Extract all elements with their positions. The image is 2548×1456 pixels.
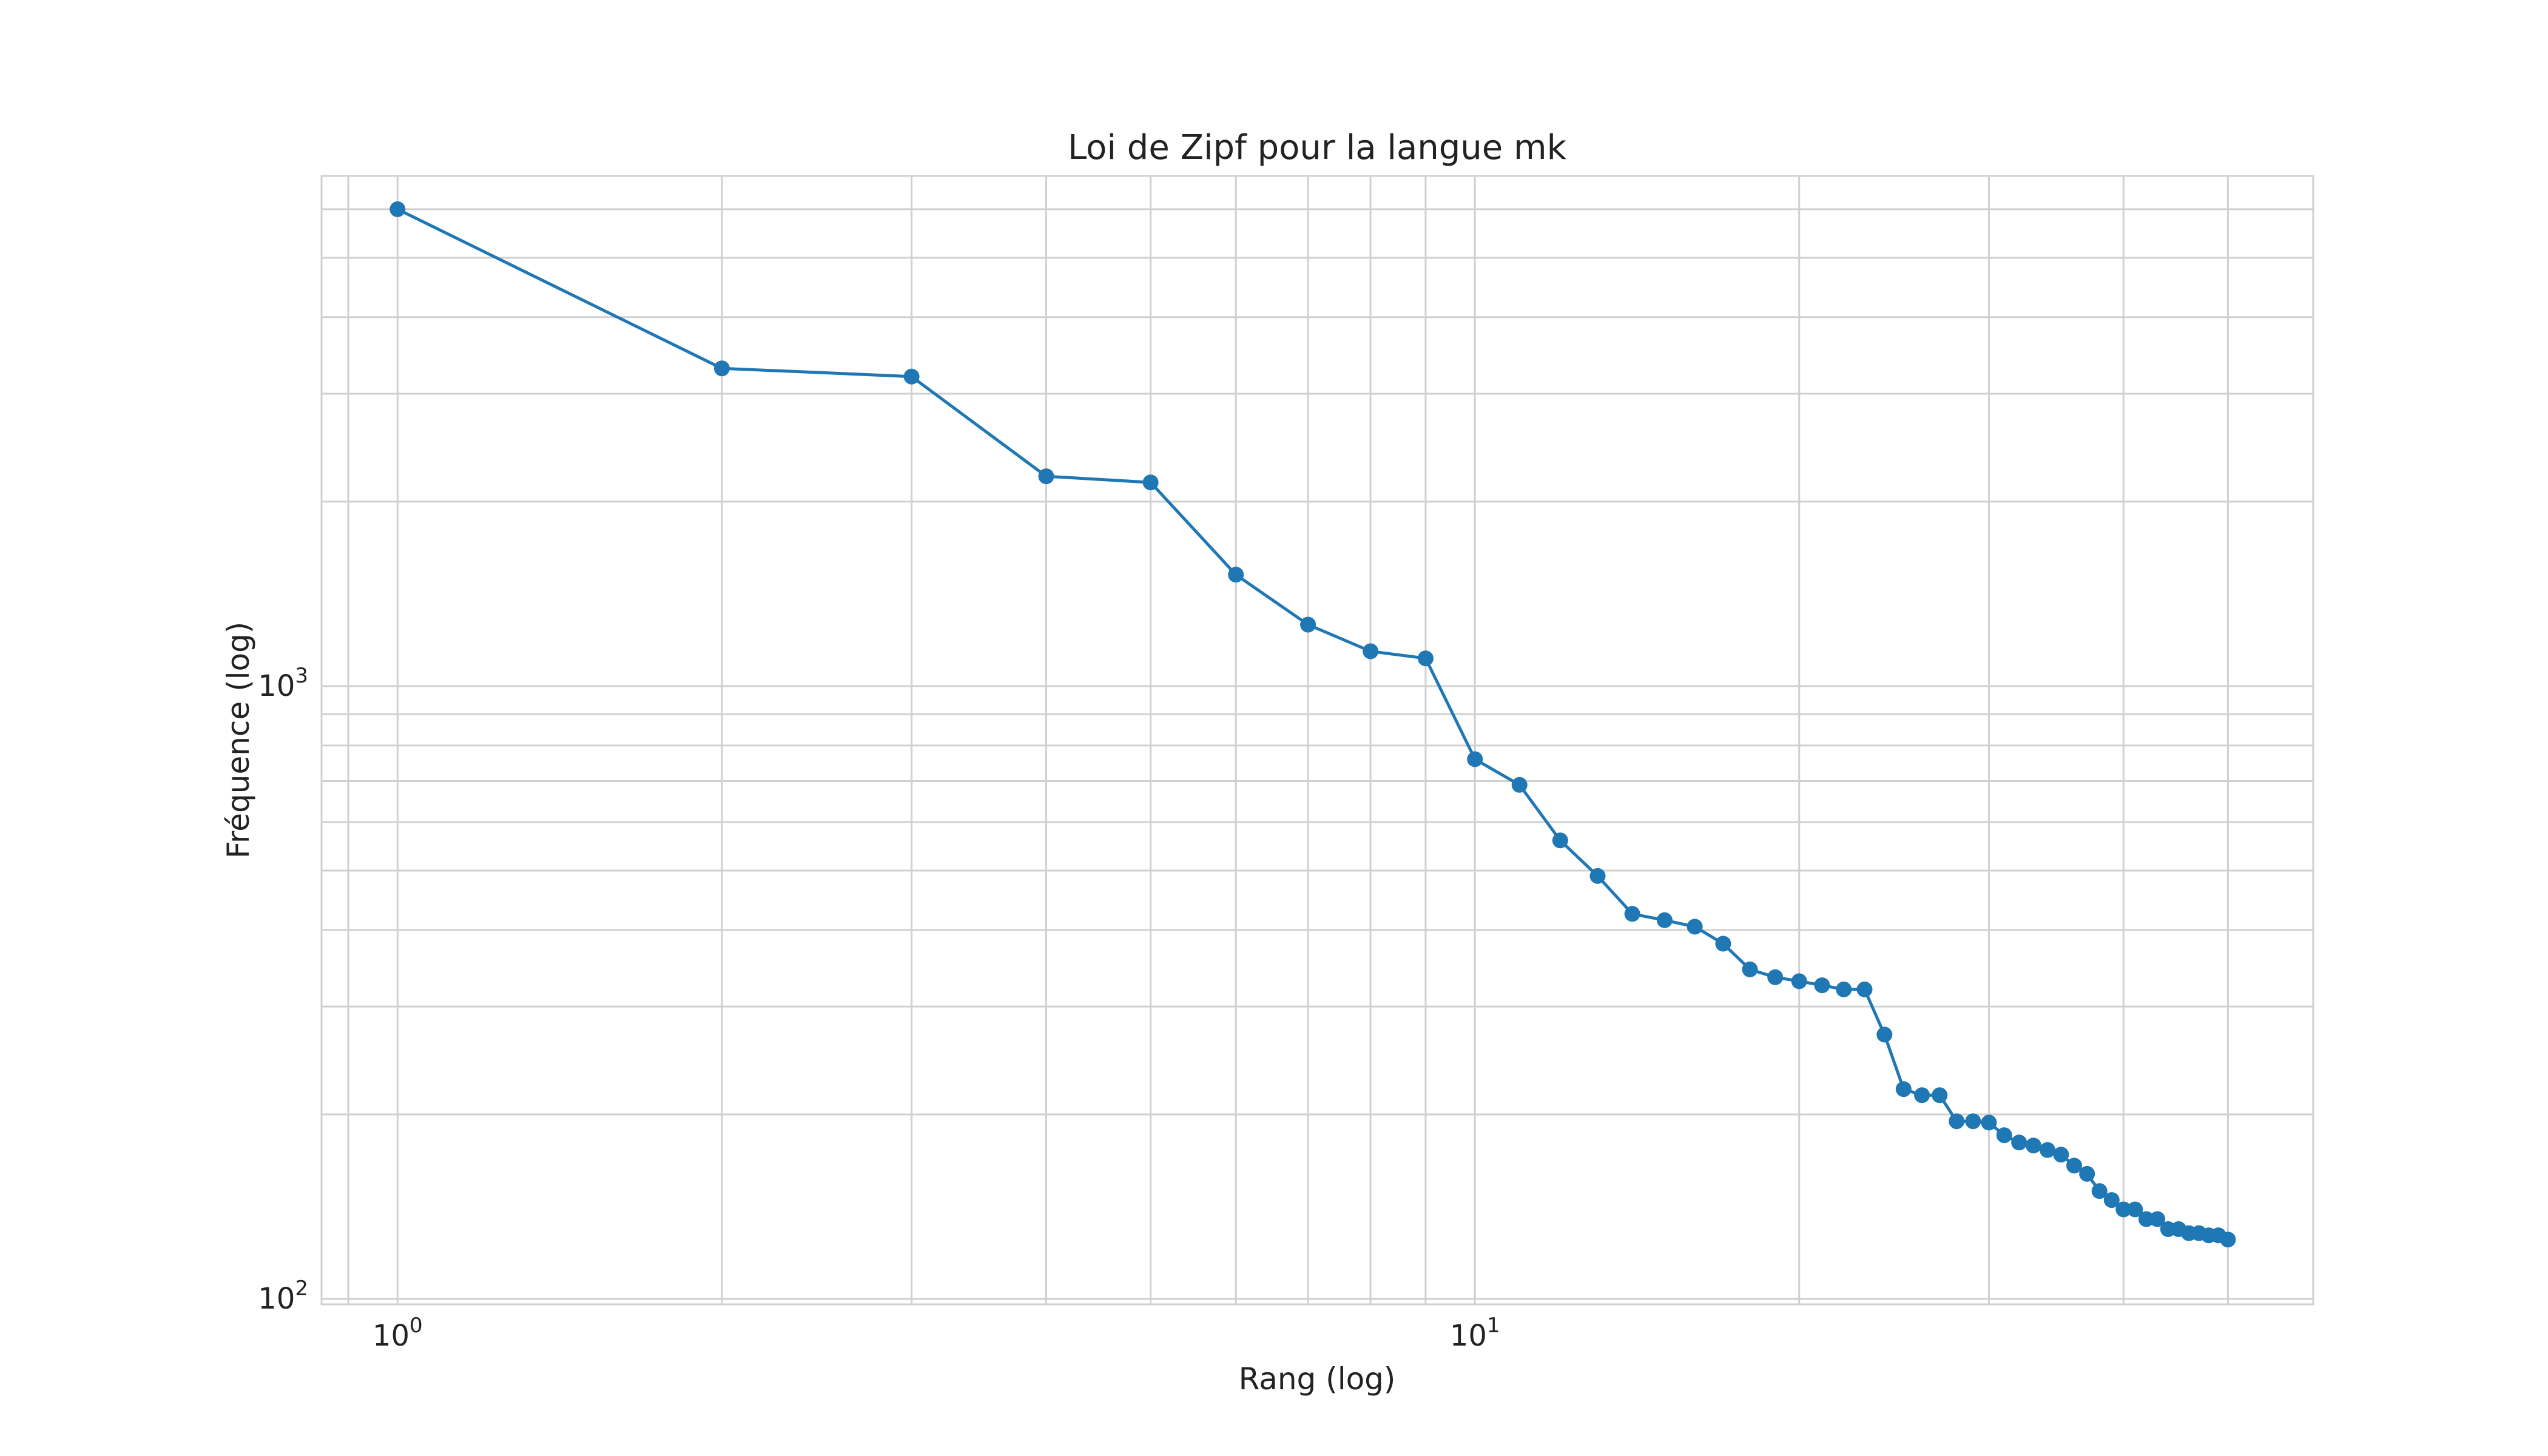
data-point [1687,918,1703,935]
x-tick-labels: 100 101 [372,1313,1500,1353]
data-point [1767,969,1784,985]
data-point [1589,868,1606,884]
data-points [389,201,2236,1248]
data-point [1552,832,1568,849]
data-point [1981,1114,1997,1131]
y-tick-label: 102 [258,1276,308,1316]
data-point [2115,1201,2132,1218]
series-line [397,207,2229,1241]
data-point [2138,1211,2154,1227]
data-point [2079,1165,2095,1182]
data-point [1038,468,1054,485]
data-point [1949,1113,1965,1130]
grid-major [322,176,2313,1304]
data-point [2127,1201,2143,1218]
data-point [1656,912,1673,928]
data-point [2091,1183,2108,1199]
plot-frame [320,175,2314,1306]
data-point [2220,1232,2236,1248]
data-point [903,368,920,385]
data-point [2053,1147,2069,1163]
y-tick-labels: 102 103 [258,664,308,1316]
data-point [1417,650,1434,667]
data-point [1965,1113,1981,1130]
data-point [1363,643,1379,659]
data-point [2025,1138,2041,1154]
data-point [1791,973,1807,989]
data-point [2149,1211,2166,1227]
x-tick-label: 101 [1450,1313,1500,1353]
data-point [2103,1192,2120,1208]
data-point [1511,777,1528,793]
data-point [713,360,730,377]
data-point [1814,977,1830,994]
y-axis-label: Fréquence (log) [221,622,256,859]
data-point [1742,961,1758,977]
y-tick-label: 103 [258,664,308,703]
data-point [1624,906,1640,922]
x-axis-label: Rang (log) [1239,1361,1396,1397]
data-point [389,201,406,217]
chart-title: Loi de Zipf pour la langue mk [1068,128,1567,167]
data-point [1895,1081,1912,1097]
data-point [2040,1142,2055,1158]
data-point [2011,1134,2027,1151]
data-point [1836,981,1852,997]
data-point [1715,935,1731,952]
data-point [1996,1127,2012,1144]
data-point [1876,1026,1893,1043]
data-point [1467,751,1483,767]
data-point [1914,1087,1930,1104]
data-point [1932,1087,1948,1104]
data-point [1142,474,1159,491]
data-point [1300,616,1316,633]
data-point [1856,981,1873,997]
x-tick-label: 100 [372,1313,423,1353]
grid-minor [322,176,2314,1304]
data-point [1228,567,1244,583]
data-point [2066,1158,2082,1174]
